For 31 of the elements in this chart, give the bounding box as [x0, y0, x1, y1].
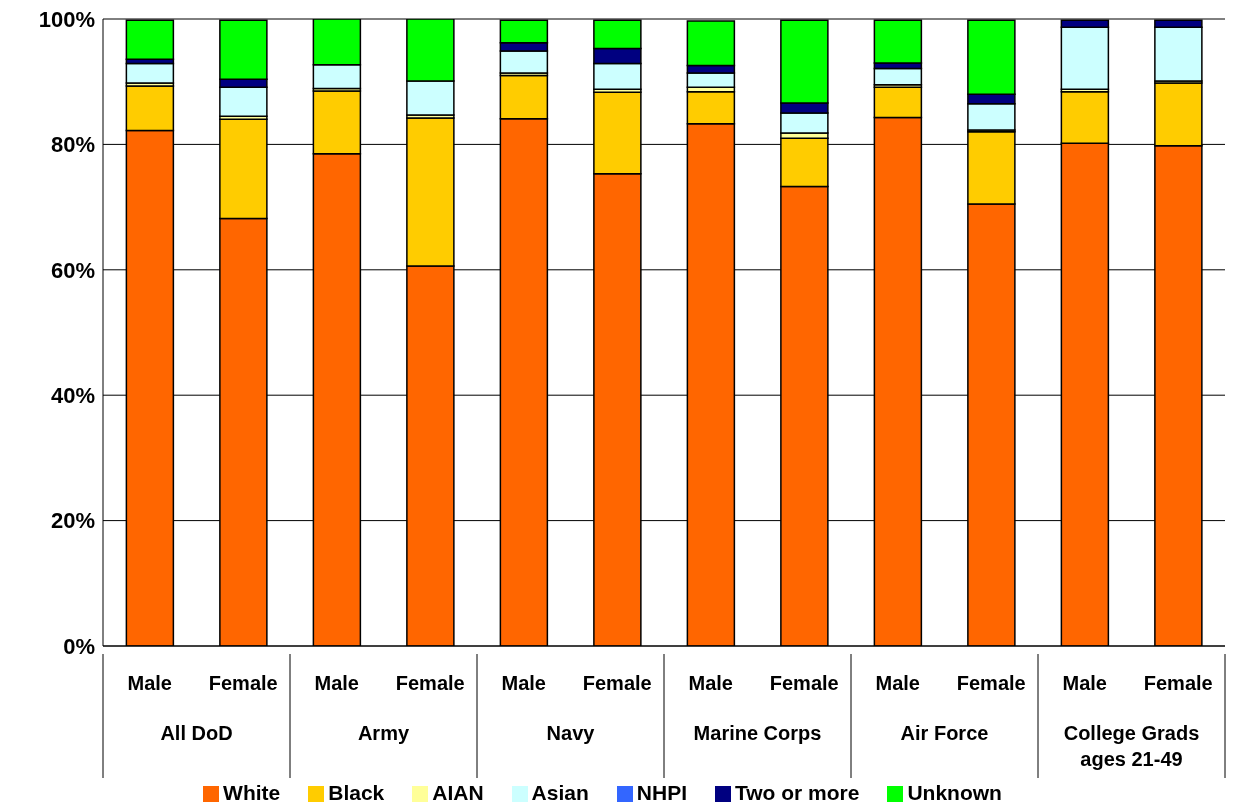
x-tick-label: Female — [208, 672, 278, 694]
x-tick-label: Male — [127, 672, 172, 694]
legend-label: Asian — [531, 781, 589, 804]
y-tick-label: 100% — [38, 6, 95, 32]
x-tick-label: Male — [875, 672, 920, 694]
x-tick-label: Male — [314, 672, 359, 694]
text: College Grads ages 21-49 — [1063, 722, 1200, 770]
x-tick-label: Female — [769, 672, 839, 694]
legend-label: NHPI — [636, 781, 687, 804]
legend-label: White — [223, 781, 281, 804]
text: Army — [357, 722, 410, 744]
legend-label: Unknown — [907, 781, 1002, 804]
legend-label: Black — [328, 781, 385, 804]
y-tick-label: 0% — [63, 633, 95, 659]
x-tick-label: Female — [956, 672, 1026, 694]
x-tick-label: Male — [501, 672, 546, 694]
text: Marine Corps — [693, 722, 822, 744]
x-tick-label: Female — [1143, 672, 1213, 694]
x-tick-label: Male — [688, 672, 733, 694]
y-tick-label: 40% — [50, 383, 95, 409]
x-tick-label: Female — [395, 672, 465, 694]
text: All DoD — [160, 722, 233, 744]
x-tick-label: Male — [1062, 672, 1107, 694]
text: Air Force — [900, 722, 989, 744]
legend-label: Two or more — [734, 781, 860, 804]
x-tick-label: Female — [582, 672, 652, 694]
legend-label: AIAN — [432, 781, 484, 804]
y-tick-label: 60% — [50, 257, 95, 283]
y-tick-label: 80% — [50, 132, 95, 158]
text: Navy — [546, 722, 596, 744]
y-tick-label: 20% — [50, 508, 95, 534]
